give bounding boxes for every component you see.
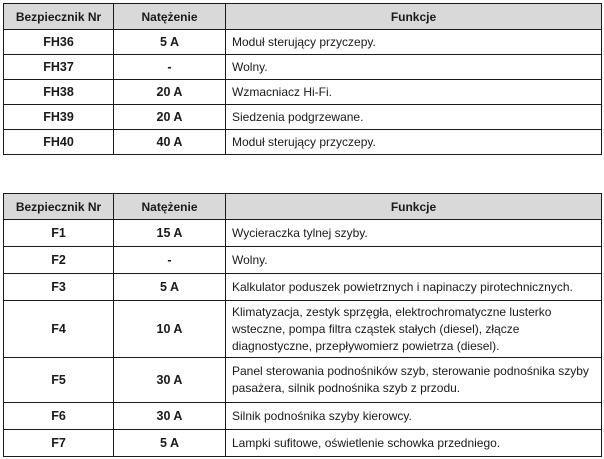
table-header-row: Bezpiecznik Nr Natężenie Funkcje [3, 193, 602, 220]
header-function: Funkcje [225, 193, 602, 220]
fuse-number: F5 [3, 357, 114, 403]
fuse-function: Wolny. [225, 54, 602, 80]
table-row: F1 15 A Wycieraczka tylnej szyby. [3, 219, 602, 247]
fuse-table-fh: Bezpiecznik Nr Natężenie Funkcje FH36 5 … [3, 3, 602, 155]
fuse-table-f: Bezpiecznik Nr Natężenie Funkcje F1 15 A… [3, 193, 602, 457]
table-row: FH37 - Wolny. [3, 54, 602, 80]
fuse-number: F4 [3, 300, 114, 358]
fuse-amperage: - [113, 246, 226, 274]
fuse-number: FH39 [3, 104, 114, 130]
fuse-function: Lampki sufitowe, oświetlenie schowka prz… [225, 429, 602, 457]
fuse-function: Wolny. [225, 246, 602, 274]
table-row: FH36 5 A Moduł sterujący przyczepy. [3, 29, 602, 55]
fuse-number: F3 [3, 273, 114, 301]
fuse-amperage: 5 A [113, 429, 226, 457]
fuse-number: F6 [3, 402, 114, 430]
table-row: F7 5 A Lampki sufitowe, oświetlenie scho… [3, 429, 602, 457]
table-row: FH40 40 A Moduł sterujący przyczepy. [3, 129, 602, 155]
fuse-function: Kalkulator poduszek powietrznych i napin… [225, 273, 602, 301]
fuse-number: FH36 [3, 29, 114, 55]
table-row: F6 30 A Silnik podnośnika szyby kierowcy… [3, 402, 602, 430]
header-fuse-number: Bezpiecznik Nr [3, 193, 114, 220]
table-row: F4 10 A Klimatyzacja, zestyk sprzęgła, e… [3, 300, 602, 358]
fuse-amperage: 5 A [113, 273, 226, 301]
fuse-number: F2 [3, 246, 114, 274]
table-row: F5 30 A Panel sterowania podnośników szy… [3, 357, 602, 403]
fuse-function: Wycieraczka tylnej szyby. [225, 219, 602, 247]
fuse-function: Moduł sterujący przyczepy. [225, 129, 602, 155]
header-amperage: Natężenie [113, 3, 226, 30]
fuse-number: F1 [3, 219, 114, 247]
fuse-function: Wzmacniacz Hi-Fi. [225, 79, 602, 105]
table-header-row: Bezpiecznik Nr Natężenie Funkcje [3, 3, 602, 30]
fuse-amperage: 20 A [113, 104, 226, 130]
table-row: F3 5 A Kalkulator poduszek powietrznych … [3, 273, 602, 301]
fuse-function: Panel sterowania podnośników szyb, stero… [225, 357, 602, 403]
table-row: FH38 20 A Wzmacniacz Hi-Fi. [3, 79, 602, 105]
table-row: F2 - Wolny. [3, 246, 602, 274]
fuse-function: Klimatyzacja, zestyk sprzęgła, elektroch… [225, 300, 602, 358]
fuse-function: Siedzenia podgrzewane. [225, 104, 602, 130]
header-amperage: Natężenie [113, 193, 226, 220]
fuse-amperage: 30 A [113, 402, 226, 430]
fuse-amperage: 15 A [113, 219, 226, 247]
fuse-amperage: 20 A [113, 79, 226, 105]
table-row: FH39 20 A Siedzenia podgrzewane. [3, 104, 602, 130]
fuse-amperage: 30 A [113, 357, 226, 403]
fuse-number: F7 [3, 429, 114, 457]
fuse-amperage: 40 A [113, 129, 226, 155]
fuse-function: Silnik podnośnika szyby kierowcy. [225, 402, 602, 430]
header-function: Funkcje [225, 3, 602, 30]
fuse-number: FH38 [3, 79, 114, 105]
fuse-amperage: 5 A [113, 29, 226, 55]
fuse-number: FH37 [3, 54, 114, 80]
header-fuse-number: Bezpiecznik Nr [3, 3, 114, 30]
fuse-function: Moduł sterujący przyczepy. [225, 29, 602, 55]
fuse-amperage: - [113, 54, 226, 80]
fuse-amperage: 10 A [113, 300, 226, 358]
fuse-number: FH40 [3, 129, 114, 155]
